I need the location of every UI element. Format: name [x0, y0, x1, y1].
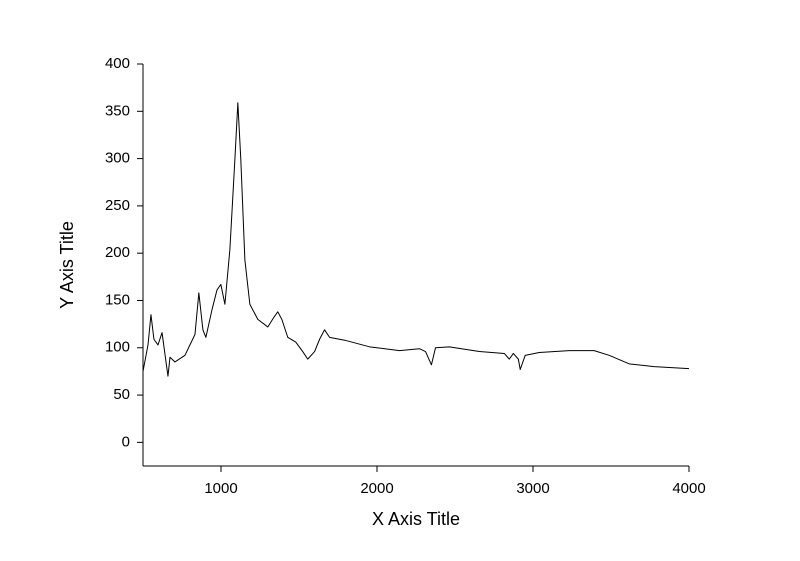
y-tick-label: 250 — [105, 197, 130, 214]
y-tick-label: 150 — [105, 291, 130, 308]
data-line — [142, 102, 690, 377]
x-axis-title: X Axis Title — [372, 509, 460, 529]
y-tick-label: 400 — [105, 55, 130, 72]
x-tick-label: 1000 — [204, 480, 237, 497]
y-tick-label: 350 — [105, 102, 130, 119]
y-tick-label: 100 — [105, 339, 130, 356]
x-tick-label: 4000 — [672, 480, 705, 497]
x-tick-label: 2000 — [360, 480, 393, 497]
y-axis-title: Y Axis Title — [57, 221, 77, 309]
y-tick-label: 50 — [113, 386, 130, 403]
y-tick-label: 0 — [122, 433, 130, 450]
y-tick-label: 300 — [105, 150, 130, 167]
y-tick-label: 200 — [105, 244, 130, 261]
x-tick-label: 3000 — [516, 480, 549, 497]
